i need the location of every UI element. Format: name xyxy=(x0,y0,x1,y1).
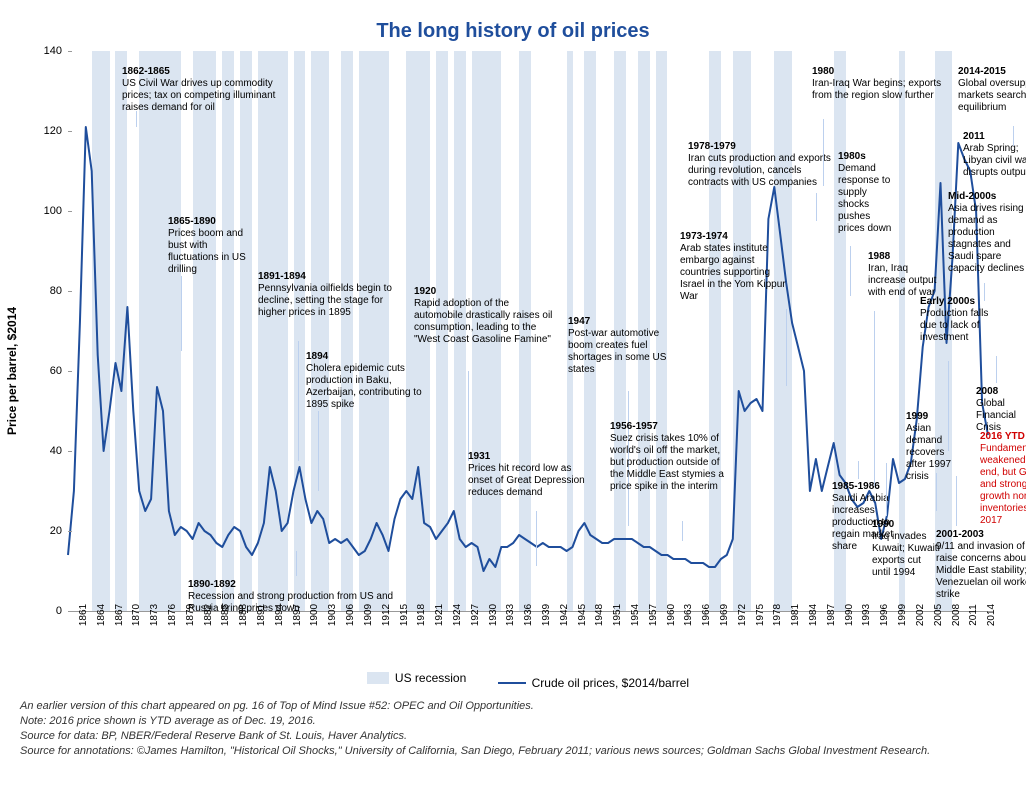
recession-swatch xyxy=(367,672,389,684)
ytick-label: 100 xyxy=(44,205,68,217)
annotation: 1931Prices hit record low as onset of Gr… xyxy=(468,451,588,499)
annotation: 2008Global Financial Crisis xyxy=(976,386,1026,434)
annotation: 1956-1957Suez crisis takes 10% of world'… xyxy=(610,421,735,493)
footnote-line: Note: 2016 price shown is YTD average as… xyxy=(20,714,1006,729)
legend-recession: US recession xyxy=(367,671,466,685)
annotation: Early 2000sProduction falls due to lack … xyxy=(920,296,990,344)
ytick-label: 120 xyxy=(44,125,68,137)
xtick-label: 2014 xyxy=(976,604,997,626)
legend: US recession Crude oil prices, $2014/bar… xyxy=(68,671,988,690)
plot-area: 0204060801001201401862-1865US Civil War … xyxy=(68,51,988,612)
ytick-label: 60 xyxy=(50,365,68,377)
annotation: 2001-20039/11 and invasion of Iraq raise… xyxy=(936,529,1026,601)
legend-line-label: Crude oil prices, $2014/barrel xyxy=(532,676,689,690)
footnote-line: Source for annotations: ©James Hamilton,… xyxy=(20,744,1006,759)
annotation: 1980Iran-Iraq War begins; exports from t… xyxy=(812,66,942,102)
annotation: 1894Cholera epidemic cuts production in … xyxy=(306,351,441,411)
annotation: 1865-1890Prices boom and bust with fluct… xyxy=(168,216,253,276)
annotation: 2011Arab Spring; Libyan civil war disrup… xyxy=(963,131,1026,179)
x-axis: 1861186418671870187318761879188218851888… xyxy=(68,611,988,671)
footnote-line: Source for data: BP, NBER/Federal Reserv… xyxy=(20,729,1006,744)
annotation: 1920Rapid adoption of the automobile dra… xyxy=(414,286,554,346)
ytick-label: 40 xyxy=(50,445,68,457)
ytick-label: 140 xyxy=(44,45,68,57)
annotation: 1947Post-war automotive boom creates fue… xyxy=(568,316,678,376)
annotation: 2014-2015Global oversupply leaves oil ma… xyxy=(958,66,1026,114)
annotation: 1988Iran, Iraq increase output with end … xyxy=(868,251,938,299)
annotation: 2016 YTDFundamentals have weakened into … xyxy=(980,431,1026,527)
legend-recession-label: US recession xyxy=(395,671,466,685)
chart-container: Price per barrel, $2014 0204060801001201… xyxy=(20,51,1006,691)
ytick-label: 20 xyxy=(50,525,68,537)
annotation: 1990Iraq invades Kuwait; Kuwaiti exports… xyxy=(872,519,942,579)
footnotes: An earlier version of this chart appeare… xyxy=(20,699,1006,758)
line-swatch xyxy=(498,682,526,684)
ytick-label: 0 xyxy=(56,605,68,617)
annotation: 1973-1974Arab states institute embargo a… xyxy=(680,231,795,303)
y-axis-label: Price per barrel, $2014 xyxy=(5,307,19,435)
annotation: 1978-1979Iran cuts production and export… xyxy=(688,141,838,189)
annotation: 1980sDemand response to supply shocks pu… xyxy=(838,151,898,235)
annotation: 1891-1894Pennsylvania oilfields begin to… xyxy=(258,271,393,319)
ytick-label: 80 xyxy=(50,285,68,297)
chart-title: The long history of oil prices xyxy=(20,20,1006,43)
annotation: 1862-1865US Civil War drives up commodit… xyxy=(122,66,282,114)
footnote-line: An earlier version of this chart appeare… xyxy=(20,699,1006,714)
legend-line: Crude oil prices, $2014/barrel xyxy=(498,676,689,690)
annotation: Mid-2000sAsia drives rising demand as pr… xyxy=(948,191,1026,275)
